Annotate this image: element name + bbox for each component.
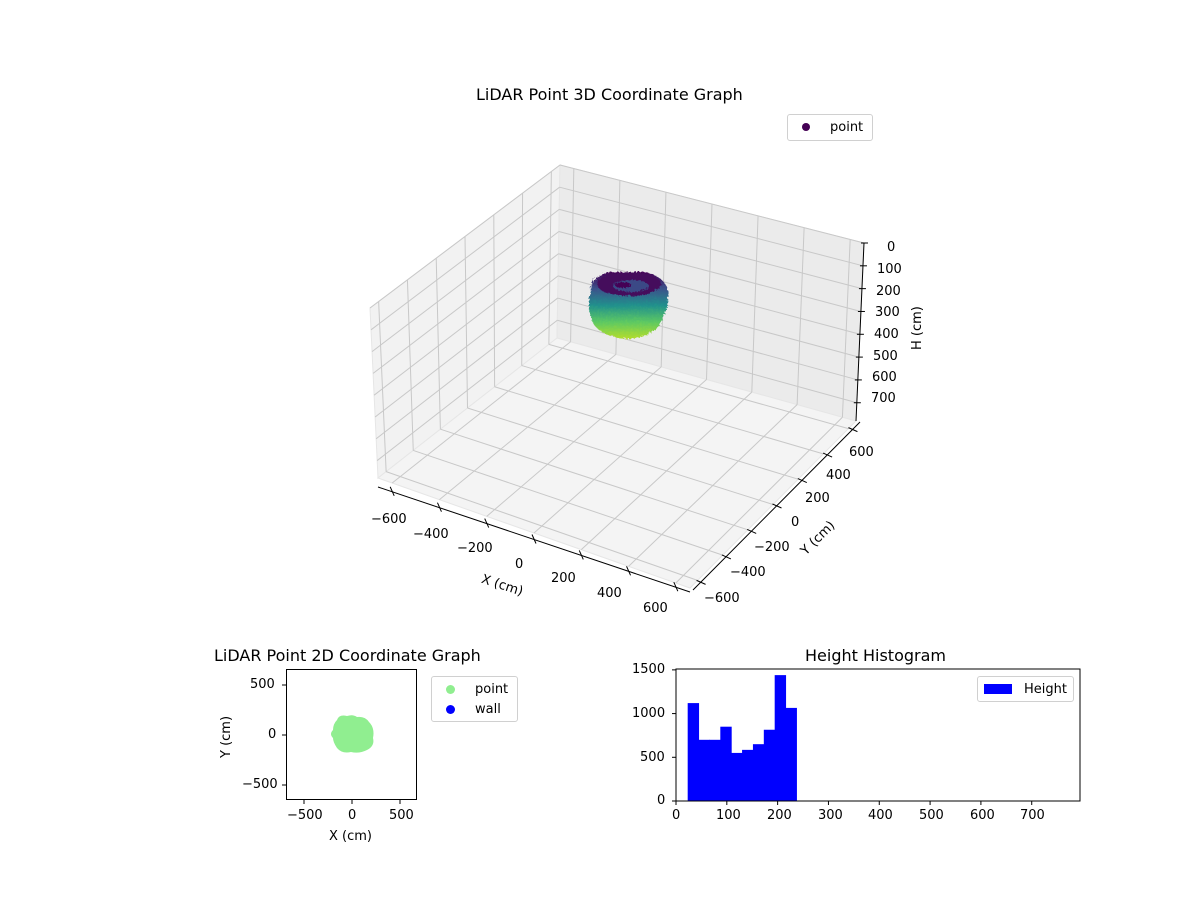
x-tick: 100 xyxy=(716,808,741,823)
y-tick: 1000 xyxy=(632,706,666,721)
z-tick: 200 xyxy=(876,284,901,299)
z-tick: 0 xyxy=(887,240,896,255)
plot2d-legend: point wall xyxy=(431,676,518,722)
legend-marker-icon xyxy=(446,704,455,714)
plot2d-points xyxy=(331,715,374,753)
z-tick: 400 xyxy=(874,327,899,342)
y-tick: 500 xyxy=(250,677,275,692)
z-tick: 300 xyxy=(875,305,900,320)
x-tick: 700 xyxy=(1020,808,1045,823)
legend-label: wall xyxy=(475,701,501,717)
y-tick: 1500 xyxy=(632,662,666,677)
legend-label: Height xyxy=(1024,681,1067,697)
x-tick: 0 xyxy=(672,808,681,823)
x-tick: 300 xyxy=(818,808,843,823)
x-tick: 400 xyxy=(868,808,893,823)
pane-floor xyxy=(376,337,857,589)
plot3d-legend: point xyxy=(787,114,873,141)
x-tick: 200 xyxy=(551,571,576,586)
legend-marker-icon xyxy=(802,123,810,131)
x-tick: 500 xyxy=(389,808,414,823)
x-tick: −400 xyxy=(413,527,449,542)
x-tick: −500 xyxy=(287,808,323,823)
x-tick: −600 xyxy=(371,512,407,527)
point-cloud xyxy=(587,271,668,338)
plot2d-axes xyxy=(286,669,417,800)
y-tick: −600 xyxy=(704,591,740,606)
hist-axes xyxy=(672,668,1081,805)
y-tick: 400 xyxy=(826,468,851,483)
z-tick: 500 xyxy=(873,349,898,364)
legend-marker-icon xyxy=(446,684,455,694)
y-tick: 0 xyxy=(268,727,277,742)
z-tick: 100 xyxy=(877,262,902,277)
y-tick: 200 xyxy=(805,491,830,506)
y-tick: −200 xyxy=(754,540,790,555)
legend-patch-icon xyxy=(984,684,1012,694)
x-tick: 0 xyxy=(515,557,524,572)
x-tick: 500 xyxy=(919,808,944,823)
z-tick: 600 xyxy=(872,370,897,385)
z-tick: 700 xyxy=(871,391,896,406)
legend-label: point xyxy=(830,119,864,135)
y-tick: 0 xyxy=(791,515,800,530)
plot3d-title: LiDAR Point 3D Coordinate Graph xyxy=(476,85,743,104)
x-tick: 400 xyxy=(597,586,622,601)
plot2d-tickmarks xyxy=(282,684,401,804)
y-tick: −500 xyxy=(242,777,278,792)
y-tick: −400 xyxy=(730,565,766,580)
hist-title: Height Histogram xyxy=(805,646,946,665)
x-tick: 0 xyxy=(348,808,357,823)
plot2d-xlabel: X (cm) xyxy=(329,829,372,844)
plot3d-zlabel: H (cm) xyxy=(910,306,925,350)
hist-legend: Height xyxy=(977,676,1074,702)
x-tick: 200 xyxy=(767,808,792,823)
y-tick: 500 xyxy=(640,750,665,765)
plot3d-axes xyxy=(369,163,868,593)
legend-label: point xyxy=(475,681,509,697)
y-tick: 0 xyxy=(657,793,666,808)
plot2d-title: LiDAR Point 2D Coordinate Graph xyxy=(214,646,481,665)
x-tick: −200 xyxy=(457,541,493,556)
plot2d-ylabel: Y (cm) xyxy=(219,715,234,758)
x-tick: 600 xyxy=(970,808,995,823)
y-tick: 600 xyxy=(849,445,874,460)
x-tick: 600 xyxy=(643,601,668,616)
